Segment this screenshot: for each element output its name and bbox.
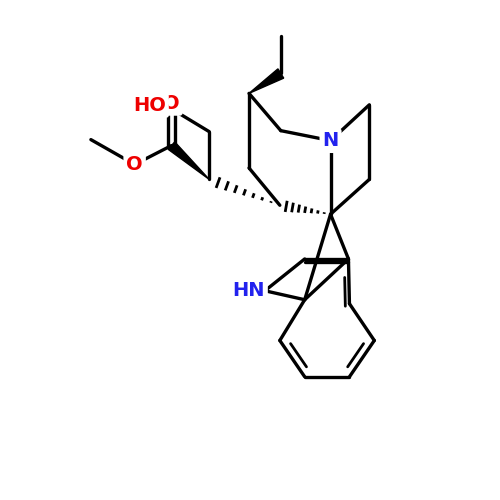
- Text: HO: HO: [134, 96, 166, 116]
- Text: O: O: [163, 94, 180, 113]
- Text: HN: HN: [232, 282, 265, 300]
- Text: O: O: [126, 155, 143, 174]
- Polygon shape: [168, 142, 209, 180]
- Polygon shape: [249, 69, 284, 94]
- Text: N: N: [322, 131, 338, 150]
